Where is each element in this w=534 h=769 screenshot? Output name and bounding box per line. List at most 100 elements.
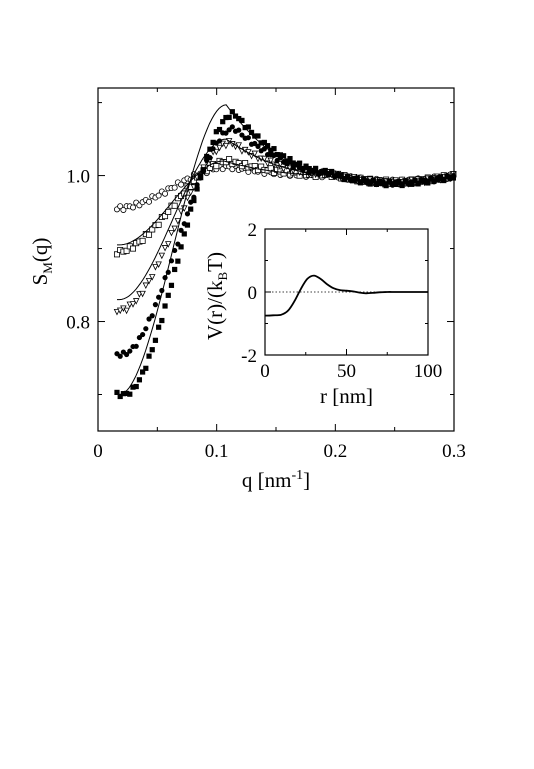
data-point: [132, 298, 140, 305]
data-point: [178, 244, 184, 250]
data-point: [156, 294, 162, 300]
data-point: [441, 177, 447, 184]
data-point: [306, 165, 312, 172]
data-point: [143, 326, 149, 332]
data-point: [123, 351, 130, 358]
fit-line: [117, 104, 452, 395]
data-point: [213, 148, 220, 156]
data-point: [113, 251, 120, 258]
data-point: [222, 142, 230, 150]
y-tick-label: 0.8: [66, 313, 90, 334]
data-point: [254, 167, 261, 174]
data-point: [168, 282, 175, 288]
data-point: [130, 245, 137, 252]
data-point: [188, 206, 194, 212]
data-point: [261, 139, 267, 146]
data-point: [245, 124, 251, 130]
inset-y-axis-label-sub: B: [215, 272, 230, 281]
data-point: [236, 127, 242, 133]
data-point: [213, 163, 220, 170]
data-point: [117, 353, 123, 359]
data-point: [437, 174, 444, 180]
data-point: [270, 169, 277, 176]
data-point: [172, 266, 178, 273]
x-axis-label-text: q [nm: [242, 468, 292, 492]
main-plot: 0 0.1 0.2 0.3 0.8 1.0 q [nm-1] SM(q): [28, 87, 466, 492]
data-point: [229, 109, 235, 115]
data-point: [194, 186, 200, 192]
x-axis-label: q [nm-1]: [242, 468, 310, 492]
inset-y-axis-label-end: T): [203, 252, 227, 272]
data-point: [236, 115, 242, 122]
y-axis-label: SM(q): [28, 238, 55, 286]
data-point: [143, 365, 149, 371]
data-point: [129, 301, 137, 308]
data-point: [171, 225, 178, 233]
data-point: [255, 133, 261, 139]
data-point: [113, 308, 121, 316]
data-point: [389, 181, 396, 187]
data-point: [415, 181, 421, 187]
data-point: [152, 264, 159, 271]
data-point: [431, 178, 437, 184]
data-point: [149, 226, 156, 233]
data-point: [303, 163, 309, 169]
data-point: [139, 237, 146, 244]
data-point: [136, 377, 143, 383]
data-point: [213, 129, 219, 135]
x-tick-label: 0.1: [205, 441, 229, 462]
data-point: [123, 247, 130, 254]
inset-y-axis-label: V(r)/(kBT): [203, 252, 230, 340]
inset-x-tick-label: 100: [414, 361, 443, 382]
data-point: [165, 241, 172, 248]
data-point: [123, 390, 130, 397]
data-point: [329, 168, 335, 175]
data-point: [239, 132, 245, 138]
data-point: [156, 324, 162, 330]
y-axis-label-text: S: [28, 274, 52, 286]
inset-y-tick-label: -2: [241, 346, 257, 367]
data-point: [158, 252, 166, 260]
data-point: [146, 316, 152, 322]
data-point: [123, 307, 130, 315]
data-point: [267, 157, 275, 165]
data-point: [370, 177, 376, 184]
data-point: [229, 124, 235, 130]
data-point: [354, 175, 360, 181]
data-point: [140, 331, 146, 338]
data-point: [210, 139, 216, 145]
data-point: [345, 173, 351, 180]
data-point: [117, 203, 124, 210]
data-point: [425, 180, 431, 186]
data-point: [428, 175, 434, 181]
data-point: [197, 173, 203, 179]
data-point: [287, 156, 293, 162]
data-point: [165, 208, 172, 215]
data-point: [357, 180, 364, 186]
data-point: [175, 258, 181, 264]
data-point: [149, 347, 155, 353]
data-point: [226, 156, 233, 163]
data-point: [242, 160, 249, 167]
inset-x-tick-label: 0: [260, 361, 270, 382]
data-point: [155, 221, 162, 228]
data-point: [235, 160, 242, 167]
data-point: [149, 313, 155, 319]
data-point: [152, 337, 159, 343]
data-point: [220, 119, 226, 125]
data-point: [194, 182, 200, 188]
data-point: [162, 303, 168, 309]
fit-line: [117, 138, 452, 301]
data-point: [204, 153, 210, 160]
data-point: [393, 181, 399, 188]
data-point: [171, 184, 178, 191]
data-point: [139, 290, 146, 298]
data-point: [146, 353, 152, 359]
x-tick-label: 0.3: [442, 441, 466, 462]
y-axis-label-end: (q): [28, 238, 52, 263]
data-point: [280, 153, 287, 159]
x-axis-label-sup: -1: [291, 468, 303, 483]
data-point: [383, 183, 389, 189]
